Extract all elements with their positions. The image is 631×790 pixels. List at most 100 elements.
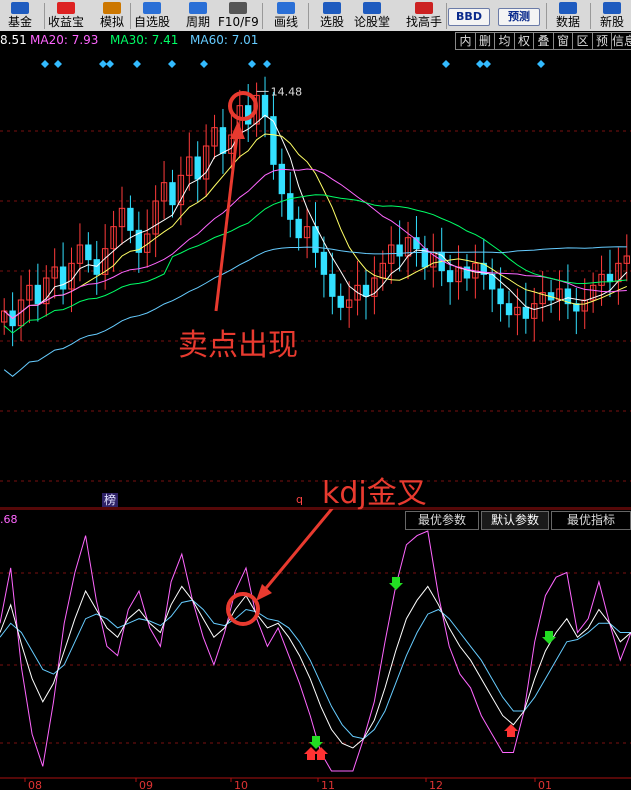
x-tick-label: 11 <box>321 779 335 790</box>
kdj-value-label: .68 <box>0 513 18 526</box>
toolbar-separator <box>546 3 547 29</box>
golden-cross-arrow <box>260 509 334 594</box>
buy-signal-arrow-icon <box>314 747 328 760</box>
kdj-tab-2[interactable]: 最优指标 <box>551 511 631 530</box>
kdj-tab-0[interactable]: 最优参数 <box>405 511 479 530</box>
ma20-line <box>3 168 627 319</box>
candle-down <box>413 237 420 250</box>
toolbar-data-button[interactable]: 数据 <box>548 0 588 31</box>
toolbar-label: 周期 <box>185 15 210 29</box>
sell-signal-arrow-icon <box>389 577 403 590</box>
kdj-annotation: kdj金叉 <box>322 476 427 511</box>
candle-up <box>514 306 521 316</box>
mode-tab-3[interactable]: 权 <box>513 32 535 50</box>
candle-up <box>556 288 563 301</box>
candle-up <box>160 182 168 202</box>
candle-down <box>278 163 286 195</box>
ma20-label: MA20: 7.93 <box>30 33 99 47</box>
toolbar-label: 基金 <box>7 15 32 29</box>
toolbar-separator <box>262 3 263 29</box>
sell-annotation: 卖点出现 <box>178 328 298 363</box>
kdj-param-tabs: 最优参数 默认参数 最优指标 <box>405 511 631 530</box>
signal-diamond-icon <box>263 60 271 68</box>
ma30-line <box>3 194 627 334</box>
candle-down <box>446 270 454 283</box>
signal-diamond-icon <box>200 60 208 68</box>
ipo-icon <box>603 2 621 14</box>
f10-icon <box>229 2 247 14</box>
candle-up <box>345 299 353 308</box>
candle-up <box>186 156 193 176</box>
forecast-button[interactable]: 预测 <box>498 8 540 26</box>
ma60-label: MA60: 7.01 <box>190 33 259 47</box>
toolbar-fund-button[interactable]: 基金 <box>0 0 40 31</box>
toolbar-stock-pick-button[interactable]: 选股 <box>312 0 352 31</box>
candle-up <box>598 273 605 286</box>
toolbar-clock-button[interactable]: 周期 <box>178 0 218 31</box>
toolbar-label: 论股堂 <box>353 15 390 29</box>
list-marker: 榜 <box>104 492 116 507</box>
toolbar-pen-button[interactable]: 画线 <box>266 0 306 31</box>
candle-down <box>169 182 176 206</box>
candle-up <box>202 145 210 180</box>
sell-arrow-head-icon <box>230 121 245 139</box>
x-tick-label: 01 <box>538 779 552 790</box>
mode-tab-8[interactable]: 信息 <box>611 32 631 50</box>
sell-arrow <box>214 126 240 312</box>
candle-up <box>26 284 33 301</box>
simulate-icon <box>103 2 121 14</box>
toolbar-watchlist-button[interactable]: 自选股 <box>132 0 172 31</box>
toolbar-separator <box>308 3 309 29</box>
candle-down <box>135 229 143 253</box>
bbd-button[interactable]: BBD <box>448 8 490 26</box>
sell-point-circle <box>228 91 258 121</box>
candle-up <box>303 226 311 239</box>
mode-tab-1[interactable]: 删 <box>474 32 496 50</box>
mode-tab-4[interactable]: 叠 <box>533 32 554 50</box>
toolbar-ipo-button[interactable]: 新股 <box>592 0 631 31</box>
candle-up <box>110 226 117 250</box>
candle-down <box>194 156 201 180</box>
candle-down <box>396 244 403 257</box>
ma5-line <box>3 114 628 319</box>
clock-icon <box>189 2 207 14</box>
candle-down <box>59 266 67 290</box>
mode-tabs: 内删均权叠窗区预信息 <box>455 32 631 50</box>
candle-down <box>362 284 370 297</box>
candle-down <box>219 127 227 154</box>
signal-diamond-icon <box>476 60 484 68</box>
mode-tab-7[interactable]: 预 <box>591 32 613 50</box>
mode-tab-0[interactable]: 内 <box>455 32 476 50</box>
toolbar-label: 画线 <box>273 15 298 29</box>
sell-signal-arrow-icon <box>309 736 323 749</box>
toolbar-separator <box>44 3 45 29</box>
toolbar-profit-button[interactable]: 收益宝 <box>46 0 86 31</box>
candle-up <box>531 303 538 319</box>
toolbar-forum-button[interactable]: 论股堂 <box>352 0 392 31</box>
pen-icon <box>277 2 295 14</box>
signal-diamond-icon <box>54 60 62 68</box>
mode-tab-2[interactable]: 均 <box>494 32 515 50</box>
signal-diamond-icon <box>133 60 141 68</box>
toolbar-f10-button[interactable]: F10/F9 <box>218 0 259 31</box>
toolbar-separator <box>446 3 447 29</box>
candle-down <box>287 193 294 220</box>
toolbar-separator <box>590 3 591 29</box>
buy-signal-arrow-icon <box>304 747 318 760</box>
toolbar-label: 模拟 <box>99 15 124 29</box>
kdj-chart: .68 08 09 10 11 12 01 <box>0 509 631 790</box>
signal-diamond-icon <box>248 60 256 68</box>
toolbar-simulate-button[interactable]: 模拟 <box>92 0 132 31</box>
mode-tab-5[interactable]: 窗 <box>552 32 574 50</box>
kdj-k-line <box>0 585 631 749</box>
kdj-tab-1[interactable]: 默认参数 <box>481 511 549 530</box>
watchlist-icon <box>143 2 161 14</box>
q-marker: q <box>296 493 303 506</box>
candle-up <box>354 284 361 301</box>
candle-up <box>177 174 185 206</box>
mode-tab-6[interactable]: 区 <box>572 32 593 50</box>
toolbar-expert-button[interactable]: 找高手 <box>402 0 446 31</box>
ma-price: 8.51 <box>0 33 27 47</box>
fund-icon <box>11 2 29 14</box>
